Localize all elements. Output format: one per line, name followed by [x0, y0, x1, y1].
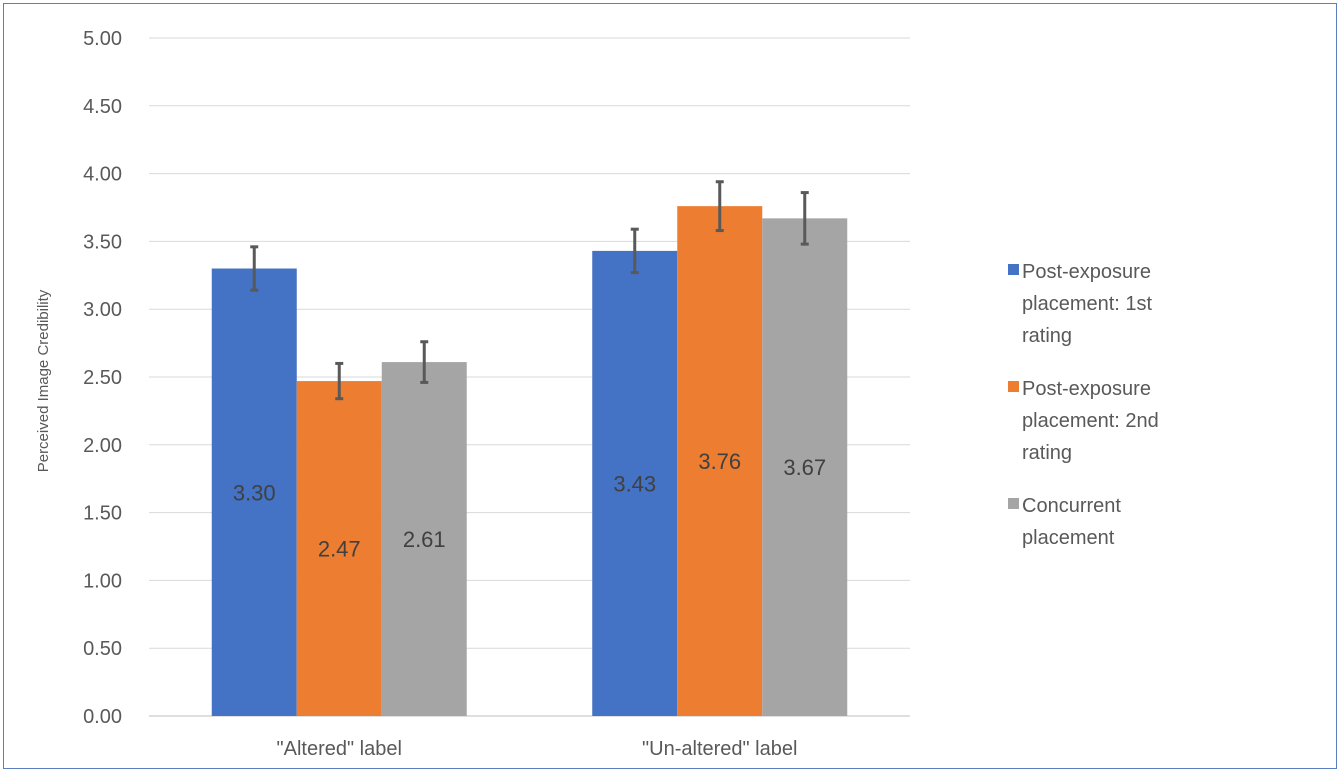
legend-label: Concurrent: [1022, 495, 1121, 517]
x-category-label: "Un-altered" label: [642, 738, 797, 760]
y-tick-label: 1.50: [83, 503, 122, 525]
y-tick-label: 5.00: [83, 28, 122, 50]
y-tick-label: 1.00: [83, 570, 122, 592]
legend-label: rating: [1022, 325, 1072, 347]
bar: [592, 250, 678, 716]
bar: [381, 362, 467, 716]
y-tick-label: 2.00: [83, 435, 122, 457]
data-label: 3.43: [613, 471, 656, 496]
y-axis-title: Perceived Image Credibility: [35, 289, 52, 472]
legend-item: Post-exposure placement: 2nd rating: [1008, 378, 1159, 464]
y-axis: 0.00 0.50 1.00 1.50 2.00 2.50 3.00 3.50 4.00 4.50…: [83, 28, 122, 728]
data-label: 2.47: [318, 537, 361, 562]
y-tick-label: 0.50: [83, 638, 122, 660]
legend-swatch: [1008, 498, 1019, 509]
bar: [296, 381, 382, 716]
bar: [677, 206, 763, 717]
y-tick-label: 3.00: [83, 299, 122, 321]
y-tick-label: 4.00: [83, 164, 122, 186]
bar: [211, 268, 297, 716]
legend-swatch: [1008, 381, 1019, 392]
legend-label: placement: [1022, 527, 1115, 549]
legend-item: Concurrent placement: [1008, 495, 1121, 549]
data-labels: 3.30 2.47 2.61 3.43 3.76 3.67: [233, 449, 826, 561]
bar: [762, 218, 848, 716]
legend-label: placement: 2nd: [1022, 410, 1159, 432]
legend-label: Post-exposure: [1022, 378, 1151, 400]
x-category-label: "Altered" label: [277, 738, 402, 760]
chart-frame: 3.30 2.47 2.61 3.43 3.76 3.67 0.00 0.50 1.00 1.5…: [3, 3, 1337, 769]
y-tick-label: 0.00: [83, 706, 122, 728]
bar-chart: 3.30 2.47 2.61 3.43 3.76 3.67 0.00 0.50 1.00 1.5…: [35, 28, 1159, 760]
data-label: 2.61: [403, 527, 446, 552]
legend-swatch: [1008, 264, 1019, 275]
data-label: 3.67: [783, 455, 826, 480]
bars: [211, 206, 848, 717]
data-label: 3.76: [698, 449, 741, 474]
legend-label: rating: [1022, 442, 1072, 464]
y-tick-label: 3.50: [83, 231, 122, 253]
legend-label: placement: 1st: [1022, 293, 1153, 315]
y-tick-label: 2.50: [83, 367, 122, 389]
legend-item: Post-exposure placement: 1st rating: [1008, 261, 1153, 347]
legend-label: Post-exposure: [1022, 261, 1151, 283]
error-bars: [250, 180, 809, 401]
x-axis: "Altered" label "Un-altered" label: [277, 738, 798, 760]
y-tick-label: 4.50: [83, 96, 122, 118]
data-label: 3.30: [233, 480, 276, 505]
